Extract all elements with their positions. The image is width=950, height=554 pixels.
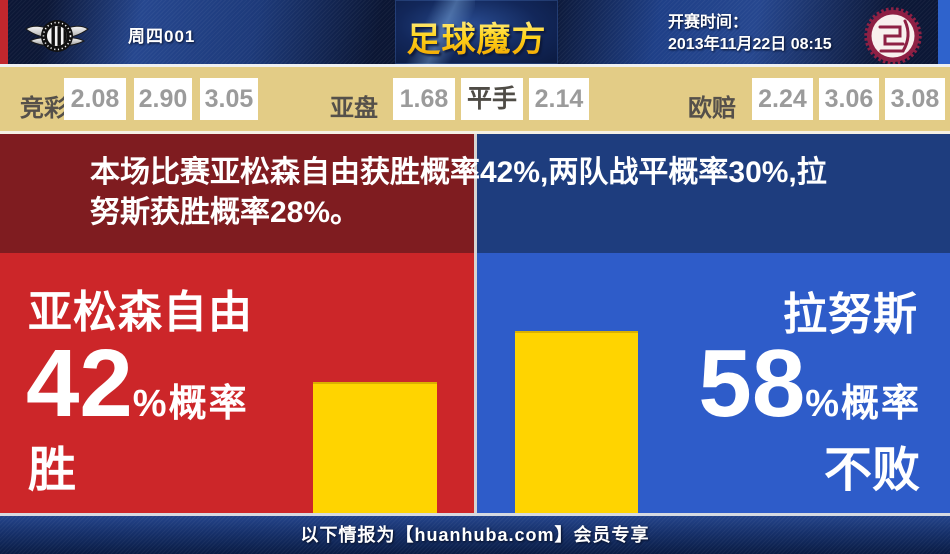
away-probability-suffix: %概率 [805, 383, 921, 425]
brand-logo: 足球魔方 [395, 12, 558, 61]
odds-value-box: 3.05 [200, 78, 258, 120]
right-edge-blue-strip [938, 0, 950, 64]
odds-value-box: 2.14 [529, 78, 589, 120]
odds-value-box: 1.68 [393, 78, 455, 120]
prediction-summary: 本场比赛亚松森自由获胜概率42%,两队战平概率30%,拉 努斯获胜概率28%。 [90, 153, 890, 233]
footer-bar: 以下情报为【huanhuba.com】会员专享 [0, 516, 950, 554]
summary-line-2: 努斯获胜概率28%。 [90, 196, 361, 229]
header-bar: 周四001 足球魔方 开赛时间： 2013年11月22日 08:15 [0, 0, 950, 82]
odds-group-label-oupei: 欧赔 [688, 95, 736, 122]
divider-under-header [0, 64, 950, 67]
home-team-name: 亚松森自由 [28, 288, 253, 337]
divider-under-odds [0, 131, 950, 134]
odds-group-label-yapan: 亚盘 [330, 95, 378, 122]
away-probability-number: 58 [698, 330, 806, 437]
left-edge-red-strip [0, 0, 8, 64]
home-outcome-label: 胜 [28, 444, 77, 497]
odds-group-label-jingcai: 竞彩 [20, 95, 68, 122]
summary-background-away [477, 134, 950, 253]
summary-line-1: 本场比赛亚松森自由获胜概率42%,两队战平概率30%,拉 [90, 156, 827, 189]
odds-handicap-box: 平手 [461, 78, 523, 120]
home-probability-number: 42 [26, 330, 133, 437]
odds-value-box: 2.08 [64, 78, 126, 120]
home-bar [313, 382, 437, 513]
home-probability: 42%概率 [26, 336, 249, 432]
kickoff-time-label: 开赛时间： [668, 14, 749, 31]
odds-value-box: 3.08 [885, 78, 945, 120]
away-team-name: 拉努斯 [783, 290, 918, 339]
odds-value-box: 3.06 [819, 78, 879, 120]
divider-above-footer [0, 513, 950, 516]
away-probability: 58%概率 [698, 336, 921, 432]
footer-notice: 以下情报为【huanhuba.com】会员专享 [300, 525, 650, 545]
summary-background-home [0, 134, 474, 253]
home-probability-suffix: %概率 [132, 383, 249, 425]
kickoff-time-value: 2013年11月22日 08:15 [668, 36, 832, 53]
away-team-logo-garnet-badge-icon [864, 7, 922, 65]
kickoff-time-block: 开赛时间： 2013年11月22日 08:15 [668, 12, 832, 56]
odds-value-box: 2.90 [134, 78, 192, 120]
odds-value-box: 2.24 [752, 78, 813, 120]
red-blue-divider [474, 134, 477, 513]
home-team-logo-winged-badge-icon [25, 20, 89, 52]
brand-logo-panel: 足球魔方 [395, 0, 558, 82]
match-number-label: 周四001 [128, 27, 196, 46]
away-bar [515, 331, 638, 513]
away-outcome-label: 不败 [823, 444, 920, 497]
